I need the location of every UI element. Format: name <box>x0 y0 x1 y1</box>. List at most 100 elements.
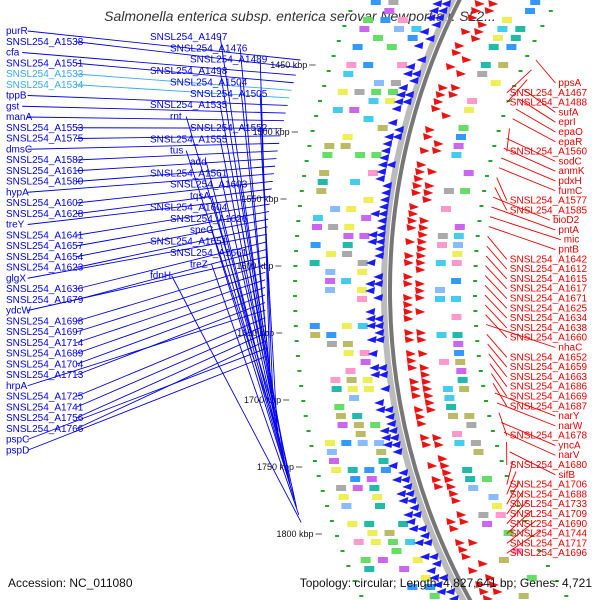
track-tick <box>352 580 357 582</box>
forward-gene-arrow <box>377 364 388 371</box>
right-gene-label: SNSL254_A1686 <box>510 382 588 393</box>
gene-feature-block <box>412 557 423 563</box>
right-gene-label: epaR <box>558 137 582 148</box>
gene-feature-block <box>502 17 512 23</box>
left-gene-label: SNSL254_A1505 <box>190 89 268 100</box>
right-gene-label: SNSL254_A1744 <box>510 529 588 540</box>
forward-gene-arrow <box>379 427 390 434</box>
right-label-connector <box>485 255 508 280</box>
left-gene-label: purR <box>6 26 28 37</box>
gene-feature-block <box>442 386 453 392</box>
gene-feature-block <box>453 233 464 239</box>
reverse-gene-arrow <box>468 539 479 546</box>
kbp-tick-label: 1800 kbp <box>276 529 313 539</box>
forward-gene-arrow <box>398 84 408 91</box>
reverse-gene-arrow <box>431 476 442 483</box>
left-label-connector <box>27 309 266 387</box>
gene-feature-block <box>374 440 385 446</box>
left-label-connector <box>259 127 278 424</box>
right-gene-label: SNSL254_A1671 <box>510 294 588 305</box>
gene-feature-block <box>488 44 499 50</box>
gene-feature-block <box>464 413 475 419</box>
track-tick <box>564 595 569 597</box>
forward-gene-arrow <box>377 217 388 224</box>
reverse-gene-arrow <box>475 581 486 588</box>
left-label-connector <box>76 294 266 365</box>
right-label-connector <box>506 490 524 515</box>
gene-feature-block <box>347 386 358 392</box>
left-label-connector <box>27 256 266 311</box>
right-gene-label: sifB <box>558 470 575 481</box>
reverse-gene-arrow <box>419 364 430 371</box>
track-tick <box>336 40 341 42</box>
reverse-gene-arrow <box>451 49 462 56</box>
gene-feature-block <box>359 350 370 356</box>
reverse-gene-arrow <box>403 259 414 266</box>
forward-gene-arrow <box>365 280 376 287</box>
left-gene-label: SNSL254_A1766 <box>6 424 84 435</box>
gene-feature-block <box>457 377 468 383</box>
track-tick <box>473 280 478 282</box>
forward-gene-arrow <box>431 560 442 567</box>
gene-feature-block <box>477 71 488 77</box>
forward-gene-arrow <box>380 189 391 196</box>
right-label-connector <box>506 137 556 162</box>
right-label-connector <box>498 167 556 192</box>
gene-feature-block <box>347 467 358 473</box>
gene-feature-block <box>464 107 475 113</box>
right-gene-label: nhaC <box>558 342 582 353</box>
forward-gene-arrow <box>419 532 430 539</box>
right-gene-label: SNSL254_A1696 <box>510 548 588 559</box>
gene-feature-block <box>490 80 501 86</box>
gene-feature-block <box>360 359 371 365</box>
gene-feature-block <box>493 35 503 41</box>
forward-gene-arrow <box>374 245 385 252</box>
left-label-connector <box>27 30 301 61</box>
gene-feature-block <box>317 179 328 185</box>
track-tick <box>307 145 312 147</box>
left-gene-label: SNSL254_A1714 <box>6 338 84 349</box>
track-tick <box>495 445 500 447</box>
track-tick <box>348 10 353 12</box>
reverse-gene-arrow <box>405 350 416 357</box>
accession-value: NC_011080 <box>69 576 133 590</box>
forward-gene-arrow <box>437 7 448 14</box>
forward-gene-arrow <box>441 0 451 7</box>
reverse-gene-arrow <box>418 224 429 231</box>
left-label-connector <box>76 332 267 419</box>
gene-feature-block <box>441 206 451 212</box>
reverse-gene-arrow <box>423 189 434 196</box>
forward-gene-arrow <box>428 553 439 560</box>
right-gene-label: pntA <box>558 225 579 236</box>
forward-gene-arrow <box>370 371 380 378</box>
gene-feature-block <box>453 242 463 248</box>
forward-gene-arrow <box>383 133 394 140</box>
forward-gene-arrow <box>382 182 392 189</box>
gene-feature-block <box>454 224 465 230</box>
forward-gene-arrow <box>375 406 386 413</box>
gene-feature-block <box>480 62 491 68</box>
reverse-gene-arrow <box>416 252 427 259</box>
forward-gene-arrow <box>365 287 375 294</box>
reverse-gene-arrow <box>419 217 430 224</box>
gene-feature-block <box>343 233 354 239</box>
gene-feature-block <box>399 566 410 572</box>
left-gene-label: SNSL254_A1689 <box>6 349 84 360</box>
track-tick <box>504 475 509 477</box>
left-gene-label: SNSL254_A1698 <box>6 316 84 327</box>
right-gene-label: SNSL254_A1585 <box>510 205 588 216</box>
gene-feature-block <box>334 404 345 410</box>
left-gene-label: SNSL254_A1538 <box>6 37 84 48</box>
gene-feature-block <box>326 251 337 257</box>
topology-value: circular <box>354 576 394 590</box>
gene-feature-block <box>354 89 365 95</box>
forward-gene-arrow <box>373 294 383 301</box>
left-label-connector <box>185 150 281 440</box>
right-gene-label: yncA <box>558 440 581 451</box>
forward-gene-arrow <box>391 476 402 483</box>
left-gene-label: SNSL254_A1704 <box>6 359 84 370</box>
reverse-gene-arrow <box>479 588 489 595</box>
track-tick <box>492 145 497 147</box>
reverse-gene-arrow <box>482 595 493 600</box>
gene-feature-block <box>380 467 391 473</box>
